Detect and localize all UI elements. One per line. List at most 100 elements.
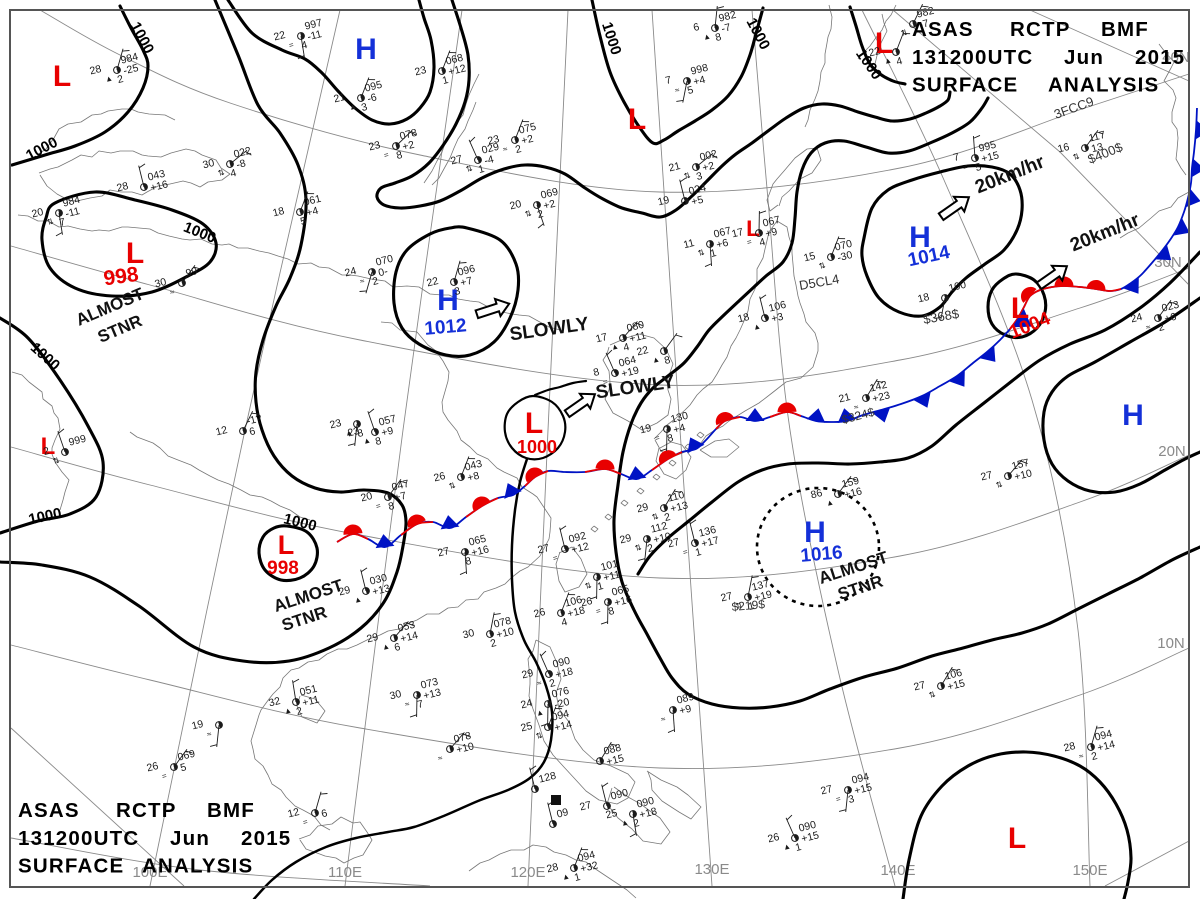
svg-text:5: 5 [974, 161, 983, 174]
svg-text:L: L [1011, 292, 1029, 325]
svg-text:⇅: ⇅ [735, 601, 744, 611]
svg-text:3: 3 [360, 101, 369, 114]
svg-text:=: = [654, 433, 661, 443]
svg-text:≈: ≈ [359, 276, 366, 286]
svg-text:▲: ▲ [104, 73, 114, 84]
svg-text:-1?: -1? [245, 412, 263, 427]
svg-text:⇅: ⇅ [651, 512, 660, 522]
svg-text:≈: ≈ [437, 753, 444, 763]
svg-text:27: 27 [666, 536, 680, 551]
svg-text:21: 21 [667, 160, 681, 175]
svg-text:H: H [804, 516, 826, 549]
svg-text:23: 23 [486, 133, 500, 148]
svg-text:+6: +6 [715, 237, 730, 252]
svg-text:8: 8 [356, 427, 365, 440]
svg-text:8: 8 [714, 31, 723, 44]
svg-text:23: 23 [328, 417, 342, 432]
svg-text:101: 101 [599, 558, 619, 574]
svg-text:$219$: $219$ [731, 597, 766, 614]
svg-text:+4: +4 [692, 74, 707, 89]
svg-text:⇅: ⇅ [46, 217, 55, 227]
svg-text:32: 32 [267, 695, 281, 710]
svg-text:Jun: Jun [170, 827, 210, 850]
svg-text:L: L [278, 530, 295, 560]
svg-text:2: 2 [371, 275, 380, 288]
svg-text:▲: ▲ [782, 841, 792, 852]
svg-text:ANALYSIS: ANALYSIS [1048, 74, 1159, 97]
svg-text:110: 110 [666, 489, 685, 505]
svg-text:⇅: ⇅ [448, 481, 457, 491]
svg-text:2015: 2015 [1135, 46, 1185, 69]
svg-text:⇅: ⇅ [900, 28, 909, 38]
svg-text:H: H [909, 221, 931, 254]
svg-text:RCTP: RCTP [1010, 18, 1071, 41]
svg-text:=: = [602, 377, 609, 387]
svg-text:142: 142 [868, 379, 888, 395]
svg-text:088: 088 [602, 742, 622, 758]
svg-text:+12: +12 [447, 62, 467, 78]
svg-text:▲: ▲ [702, 31, 712, 42]
svg-text:27: 27 [536, 542, 550, 557]
svg-text:L: L [746, 216, 760, 241]
svg-text:▲: ▲ [535, 707, 545, 718]
svg-text:4: 4 [300, 39, 309, 52]
svg-text:+19: +19 [753, 588, 773, 604]
svg-text:+9: +9 [380, 425, 395, 440]
svg-text:17: 17 [730, 226, 744, 241]
svg-text:Jun: Jun [1064, 46, 1104, 69]
svg-text:+10: +10 [652, 530, 672, 546]
svg-text:1: 1 [477, 163, 486, 176]
svg-text:+2: +2 [542, 198, 557, 213]
svg-text:+18: +18 [566, 604, 586, 620]
svg-text:⇅: ⇅ [524, 209, 533, 219]
svg-text:⇅: ⇅ [584, 581, 593, 591]
svg-text:023: 023 [1160, 299, 1180, 315]
svg-text:H: H [1122, 399, 1144, 432]
svg-text:▲: ▲ [353, 594, 363, 605]
svg-text:7: 7 [952, 151, 961, 164]
svg-text:2: 2 [116, 73, 125, 86]
svg-text:120E: 120E [510, 864, 545, 881]
svg-text:SURFACE: SURFACE [18, 855, 124, 878]
svg-text:+10: +10 [455, 740, 475, 756]
svg-text:+16: +16 [843, 485, 863, 501]
svg-text:19: 19 [656, 194, 670, 209]
svg-text:1: 1 [694, 546, 703, 559]
svg-text:⇅: ⇅ [928, 690, 937, 700]
svg-text:20: 20 [508, 198, 522, 213]
svg-text:▲: ▲ [752, 321, 762, 332]
svg-text:≈: ≈ [502, 144, 509, 154]
svg-text:022: 022 [232, 145, 252, 161]
svg-text:⇅: ⇅ [465, 164, 474, 174]
svg-text:13: 13 [1090, 141, 1104, 156]
svg-text:069: 069 [539, 186, 559, 202]
svg-text:+18: +18 [554, 665, 574, 681]
svg-text:+32: +32 [579, 859, 599, 875]
svg-text:+14: +14 [399, 629, 419, 645]
svg-text:29: 29 [635, 501, 649, 516]
svg-text:=: = [835, 794, 842, 804]
svg-text:-11: -11 [64, 205, 81, 220]
svg-text:2015: 2015 [241, 827, 291, 850]
svg-text:094: 094 [550, 708, 570, 724]
svg-text:-30: -30 [836, 249, 854, 264]
svg-text:12: 12 [214, 424, 228, 439]
svg-text:25: 25 [519, 720, 533, 735]
svg-text:⇅: ⇅ [217, 168, 226, 178]
svg-text:094: 094 [1093, 728, 1113, 744]
svg-text:7: 7 [416, 698, 425, 711]
svg-text:22: 22 [635, 344, 649, 359]
svg-text:18: 18 [271, 205, 285, 220]
svg-text:3: 3 [453, 285, 462, 298]
svg-text:6: 6 [248, 425, 257, 438]
svg-text:137: 137 [750, 578, 770, 594]
svg-text:5: 5 [179, 761, 188, 774]
svg-text:-7: -7 [918, 17, 930, 31]
svg-text:5: 5 [686, 84, 695, 97]
svg-text:≈: ≈ [674, 85, 681, 95]
svg-text:106: 106 [943, 667, 963, 683]
svg-text:100E: 100E [132, 864, 167, 881]
svg-text:=: = [682, 547, 689, 557]
svg-text:+14: +14 [553, 718, 573, 734]
svg-text:$368$: $368$ [922, 306, 961, 327]
